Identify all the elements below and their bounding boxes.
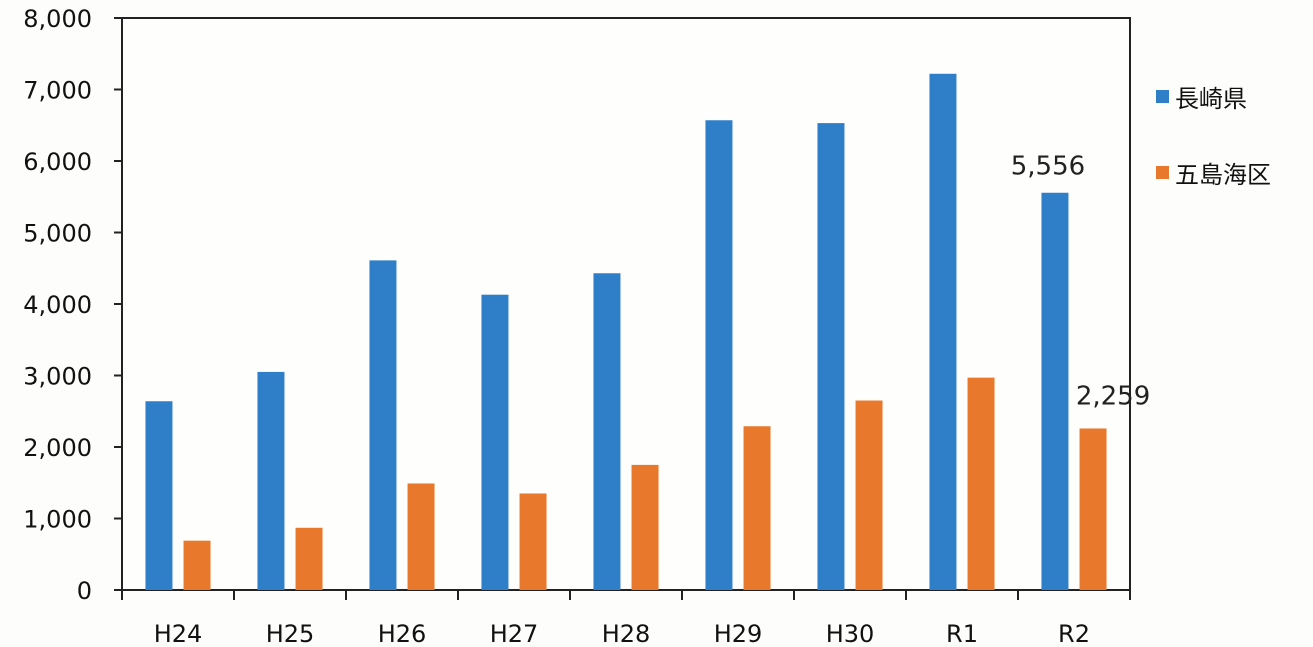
bar-nagasaki-r1	[929, 73, 957, 590]
y-tick-label: 7,000	[23, 77, 92, 105]
y-tick-label: 5,000	[23, 220, 92, 248]
bars	[145, 73, 1107, 591]
x-tick-label: H29	[714, 620, 763, 647]
y-tick-label: 1,000	[23, 506, 92, 534]
x-axis: H24 H25 H26 H27 H28 H29 H30 R1 R2	[121, 590, 1131, 647]
bar-goto-h28	[631, 464, 659, 590]
bar-goto-h29	[743, 426, 771, 590]
y-tick-label: 8,000	[23, 5, 92, 33]
bar-goto-h25	[295, 527, 323, 590]
y-tick-label: 3,000	[23, 363, 92, 391]
bar-nagasaki-h30	[817, 123, 845, 590]
x-tick-label: H24	[154, 620, 203, 647]
bar-nagasaki-h24	[145, 401, 173, 590]
data-label: 2,259	[1076, 381, 1150, 411]
y-tick-label: 4,000	[23, 291, 92, 319]
y-tick-label: 0	[77, 577, 92, 605]
x-tick-label: H25	[266, 620, 315, 647]
x-tick-label: R2	[1058, 620, 1090, 647]
x-tick-label: H26	[378, 620, 427, 647]
x-tick-label: H27	[490, 620, 539, 647]
bar-goto-h26	[407, 483, 435, 590]
legend-item-nagasaki: 長崎県	[1156, 78, 1271, 114]
bar-nagasaki-h25	[257, 371, 285, 590]
bar-nagasaki-h28	[593, 273, 621, 590]
legend-swatch-goto	[1156, 165, 1169, 179]
bar-nagasaki-h29	[705, 120, 733, 591]
bar-goto-r2	[1079, 428, 1107, 590]
data-labels: 5,556 2,259	[1011, 152, 1151, 412]
legend-item-goto: 五島海区	[1156, 154, 1271, 190]
legend-label-goto: 五島海区	[1175, 160, 1271, 189]
bar-goto-h30	[855, 400, 883, 590]
x-tick-label: H28	[602, 620, 651, 647]
y-tick-label: 2,000	[23, 434, 92, 462]
data-label: 5,556	[1011, 152, 1085, 182]
bar-goto-r1	[967, 377, 995, 590]
legend: 長崎県 五島海区	[1156, 78, 1271, 230]
bar-nagasaki-h27	[481, 294, 509, 590]
x-tick-label: H30	[826, 620, 875, 647]
legend-swatch-nagasaki	[1156, 89, 1169, 103]
plot-area	[121, 17, 1131, 591]
y-tick-label: 6,000	[23, 148, 92, 176]
bar-nagasaki-r2	[1041, 192, 1069, 590]
bar-nagasaki-h26	[369, 260, 397, 590]
bar-goto-h27	[519, 493, 547, 590]
legend-label-nagasaki: 長崎県	[1175, 84, 1247, 113]
y-axis: 0 1,000 2,000 3,000 4,000 5,000 6,000 7,000 8,00…	[23, 5, 122, 605]
bar-goto-h24	[183, 540, 211, 590]
x-tick-label: R1	[946, 620, 978, 647]
